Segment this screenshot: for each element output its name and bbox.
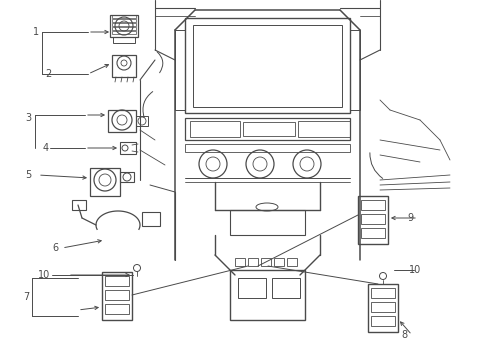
Text: 7: 7 — [23, 292, 29, 302]
Bar — [142, 212, 160, 226]
Bar — [190, 121, 240, 137]
Bar — [238, 278, 265, 298]
Bar — [136, 116, 148, 126]
Bar — [367, 284, 397, 332]
Bar — [120, 172, 134, 182]
Text: 5: 5 — [25, 170, 31, 180]
Bar — [229, 270, 305, 320]
Bar — [235, 258, 244, 266]
Bar — [105, 290, 129, 300]
Bar — [370, 288, 394, 298]
Bar — [90, 168, 120, 196]
Bar — [108, 110, 136, 132]
Bar — [243, 122, 294, 136]
Bar — [360, 214, 384, 224]
Bar — [193, 25, 341, 107]
Text: 1: 1 — [33, 27, 39, 37]
Bar — [112, 55, 136, 77]
Bar — [360, 200, 384, 210]
Bar — [357, 196, 387, 244]
Bar — [184, 144, 349, 152]
Bar — [370, 316, 394, 326]
Bar — [271, 278, 299, 298]
Bar — [261, 258, 270, 266]
Bar — [105, 304, 129, 314]
Text: 9: 9 — [406, 213, 412, 223]
Bar — [229, 210, 305, 235]
Bar — [112, 27, 136, 30]
Bar — [286, 258, 296, 266]
Bar — [110, 15, 138, 37]
Bar — [184, 118, 349, 140]
Text: 10: 10 — [408, 265, 420, 275]
Text: 6: 6 — [52, 243, 58, 253]
Bar — [112, 23, 136, 26]
Bar — [72, 200, 86, 210]
Bar — [247, 258, 258, 266]
Text: 8: 8 — [400, 330, 406, 340]
Text: 3: 3 — [25, 113, 31, 123]
Bar — [297, 121, 349, 137]
Bar — [120, 142, 136, 154]
Bar — [273, 258, 284, 266]
Bar — [112, 15, 136, 18]
Bar — [370, 302, 394, 312]
Bar — [105, 276, 129, 286]
Bar — [102, 272, 132, 320]
Bar — [360, 228, 384, 238]
Bar — [112, 31, 136, 34]
Bar — [184, 18, 349, 113]
Text: 10: 10 — [38, 270, 50, 280]
Bar — [349, 30, 359, 110]
Bar — [175, 30, 184, 110]
Bar — [112, 19, 136, 22]
Bar — [113, 37, 135, 43]
Text: 4: 4 — [43, 143, 49, 153]
Text: 2: 2 — [45, 69, 51, 79]
